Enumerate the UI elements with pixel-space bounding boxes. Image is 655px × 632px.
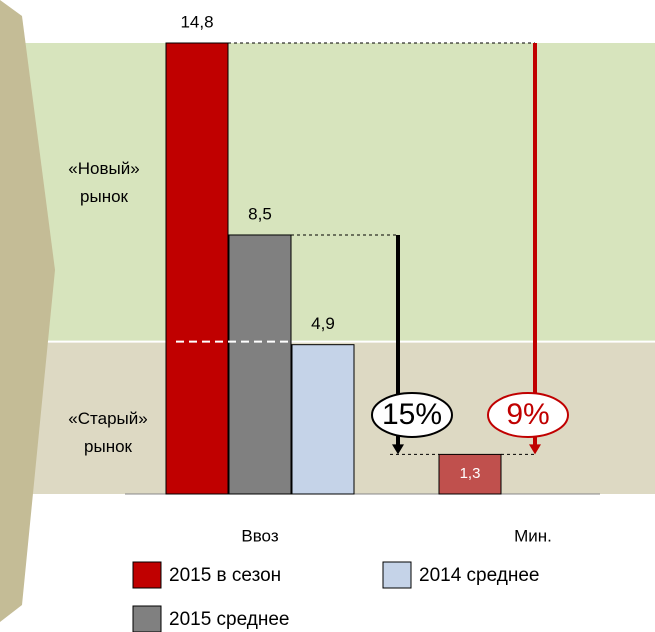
legend-swatch [132, 605, 162, 632]
legend-swatch [382, 561, 412, 589]
legend-label: 2014 среднее [419, 565, 539, 586]
annotation: 15% [382, 398, 442, 431]
badge [487, 392, 569, 438]
x-tick-label: Ввоз [241, 526, 278, 545]
legend-swatch [132, 561, 162, 589]
badge [371, 392, 453, 438]
value-label: 4,9 [311, 314, 335, 333]
bar [228, 234, 292, 495]
value-label: 1,3 [460, 465, 481, 482]
annotation: 9% [506, 398, 549, 431]
bar [165, 42, 229, 495]
value-label: 8,5 [248, 204, 272, 223]
region-label: «Новый» рынок [68, 159, 139, 206]
x-tick-label: Мин. [514, 526, 552, 545]
legend-label: 2015 среднее [169, 609, 289, 630]
bar [438, 453, 502, 495]
bar [291, 344, 355, 495]
new-market-band [0, 43, 655, 342]
region-label: «Старый» рынок [68, 409, 147, 456]
arrow-head [392, 444, 404, 455]
arrow-head [529, 444, 541, 455]
value-label: 14,8 [180, 12, 213, 31]
legend-label: 2015 в сезон [169, 565, 281, 586]
side-arrow [0, 0, 55, 622]
